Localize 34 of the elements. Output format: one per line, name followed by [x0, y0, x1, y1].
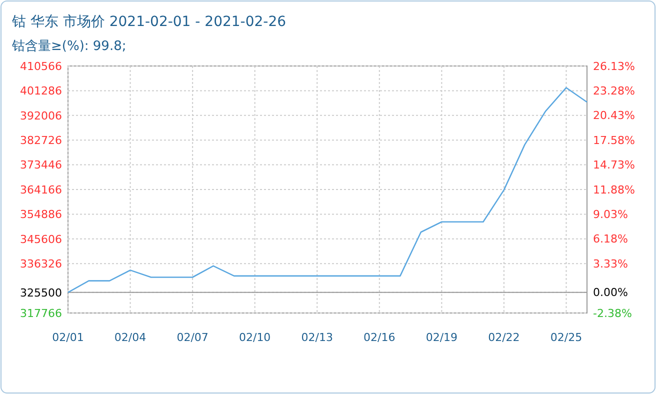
y-tick-label: 410566 — [20, 60, 62, 73]
y-tick-label: 392006 — [20, 109, 62, 122]
line-series — [67, 87, 588, 294]
y-tick-label: 325500 — [20, 286, 62, 300]
y2-tick-label: 6.18% — [593, 232, 628, 246]
x-tick-label: 02/04 — [114, 331, 146, 344]
y2-tick-label: 3.33% — [593, 257, 628, 270]
y2-tick-label: 20.43% — [593, 109, 635, 122]
x-tick-label: 02/25 — [550, 331, 582, 344]
y-tick-label: 364166 — [20, 183, 62, 196]
y-tick-label: 345606 — [20, 232, 62, 246]
y2-tick-label: 14.73% — [593, 158, 635, 172]
x-tick-label: 02/13 — [301, 331, 333, 344]
y2-tick-label: 26.13% — [593, 60, 635, 73]
y2-tick-label: 23.28% — [593, 84, 635, 98]
x-tick-label: 02/10 — [238, 331, 271, 344]
chart-subtitle: 钴含量≥(%): 99.8; — [11, 39, 126, 54]
y2-tick-label: 17.58% — [593, 134, 635, 147]
y2-tick-label: 0.00% — [593, 286, 628, 300]
y-tick-label: 382726 — [20, 134, 62, 147]
chart-title: 钴 华东 市场价 2021-02-01 - 2021-02-26 — [11, 14, 286, 30]
y-tick-label: 373446 — [20, 158, 62, 172]
y-tick-label: 401286 — [20, 84, 62, 98]
y2-tick-label: -2.38% — [593, 306, 632, 320]
y2-tick-label: 9.03% — [593, 208, 628, 221]
x-tick-label: 02/07 — [176, 331, 208, 344]
x-tick-label: 02/22 — [488, 331, 520, 344]
y-tick-label: 317766 — [20, 306, 62, 320]
x-tick-label: 02/16 — [364, 331, 396, 344]
x-tick-label: 02/01 — [52, 331, 84, 344]
x-tick-label: 02/19 — [426, 331, 458, 344]
y2-tick-label: 11.88% — [593, 183, 635, 196]
y-tick-label: 354886 — [20, 208, 62, 222]
y-tick-label: 336326 — [20, 257, 62, 270]
